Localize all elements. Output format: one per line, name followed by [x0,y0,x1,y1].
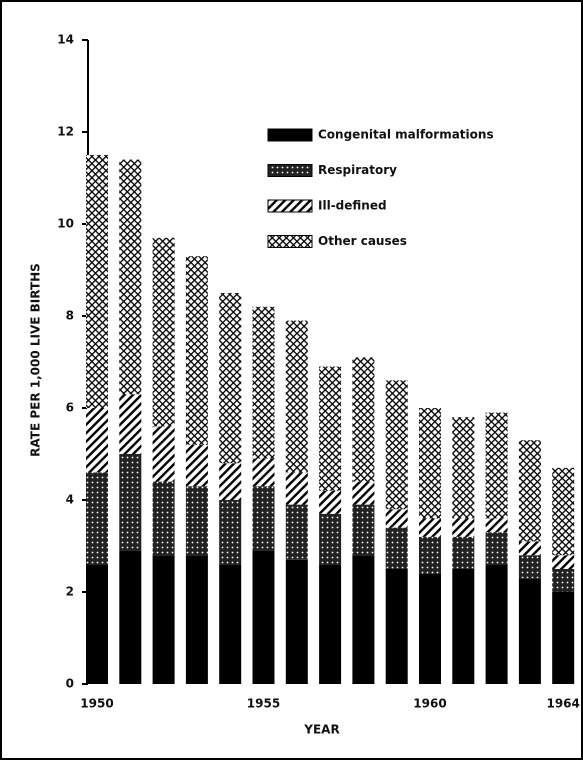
bar-segment [319,490,342,514]
bar-segment [419,518,441,537]
bar-segment [352,504,375,556]
bar-segment [385,569,408,684]
bar-segment [352,481,375,505]
legend-swatch [267,128,313,142]
bar-segment [485,532,508,565]
x-tick-label: 1950 [80,697,113,711]
bar-segment [419,408,441,519]
bar-segment [152,237,175,427]
bar-segment [485,564,508,684]
bar-segment [86,155,108,408]
y-tick-label: 4 [66,493,74,507]
x-tick-label: 1960 [413,697,446,711]
legend-label: Ill-defined [318,199,387,213]
bar-segment [385,527,408,569]
bar-segment [219,564,242,684]
bar-segment [252,486,275,551]
bar-segment [319,366,342,491]
bar-segment [185,486,208,556]
bar-segment [385,380,408,510]
bar-segment [552,555,575,569]
bar-segment [119,159,142,395]
legend-swatch [267,235,313,248]
y-tick-label: 14 [57,33,74,47]
bar-segment [185,555,208,684]
bar-segment [219,500,242,565]
bar-segment [452,417,475,519]
bar-segment [518,440,541,542]
bar-segment [152,426,175,482]
bar-segment [119,454,142,551]
bar-segment [185,256,208,445]
bar-segment [452,569,475,684]
bar-segment [285,559,308,684]
bar-segment [552,592,575,684]
bar-segment [252,458,275,487]
bar-segment [319,564,342,684]
y-tick-label: 6 [66,401,74,415]
legend-label: Respiratory [318,163,397,177]
legend-label: Other causes [318,234,407,248]
bar-segment [419,573,441,684]
bar-segment [152,481,175,556]
legend-swatch [267,164,313,177]
bar-segment [518,578,541,684]
bar-segment [485,412,508,519]
bar-segment [518,541,541,556]
bar-segment [86,408,108,473]
bar-segment [285,504,308,560]
bar-segment [252,306,275,459]
bar-segment [452,536,475,569]
y-axis-label: RATE PER 1,000 LIVE BIRTHS [29,263,43,457]
bar-segment [485,518,508,533]
bar-segment [219,463,242,500]
bar-segment [385,509,408,528]
bar-segment [185,444,208,487]
bar-segment [86,564,108,684]
bar-segment [352,357,375,482]
legend-label: Congenital malformations [318,128,494,142]
bar-segment [518,555,541,579]
x-tick-label: 1955 [247,697,280,711]
bar-segment [552,467,575,556]
y-tick-label: 12 [57,125,74,139]
y-tick-label: 8 [66,309,74,323]
bar-segment [119,550,142,684]
bar-segment [152,555,175,684]
bar-segment [319,513,342,565]
bar-segment [86,472,108,565]
x-axis-label: YEAR [303,723,339,737]
bar-segment [285,472,308,505]
bar-segment [419,536,441,574]
y-tick-label: 10 [57,217,74,231]
y-tick-label: 2 [66,585,74,599]
bar-segment [285,320,308,473]
bar-segment [452,518,475,537]
y-tick-label: 0 [66,677,74,691]
x-tick-label: 1964 [546,697,579,711]
bar-segment [219,293,242,464]
legend-swatch [267,199,313,213]
bar-segment [552,569,575,592]
bar-segment [119,394,142,454]
bar-segment [352,555,375,684]
bar-segment [252,550,275,684]
